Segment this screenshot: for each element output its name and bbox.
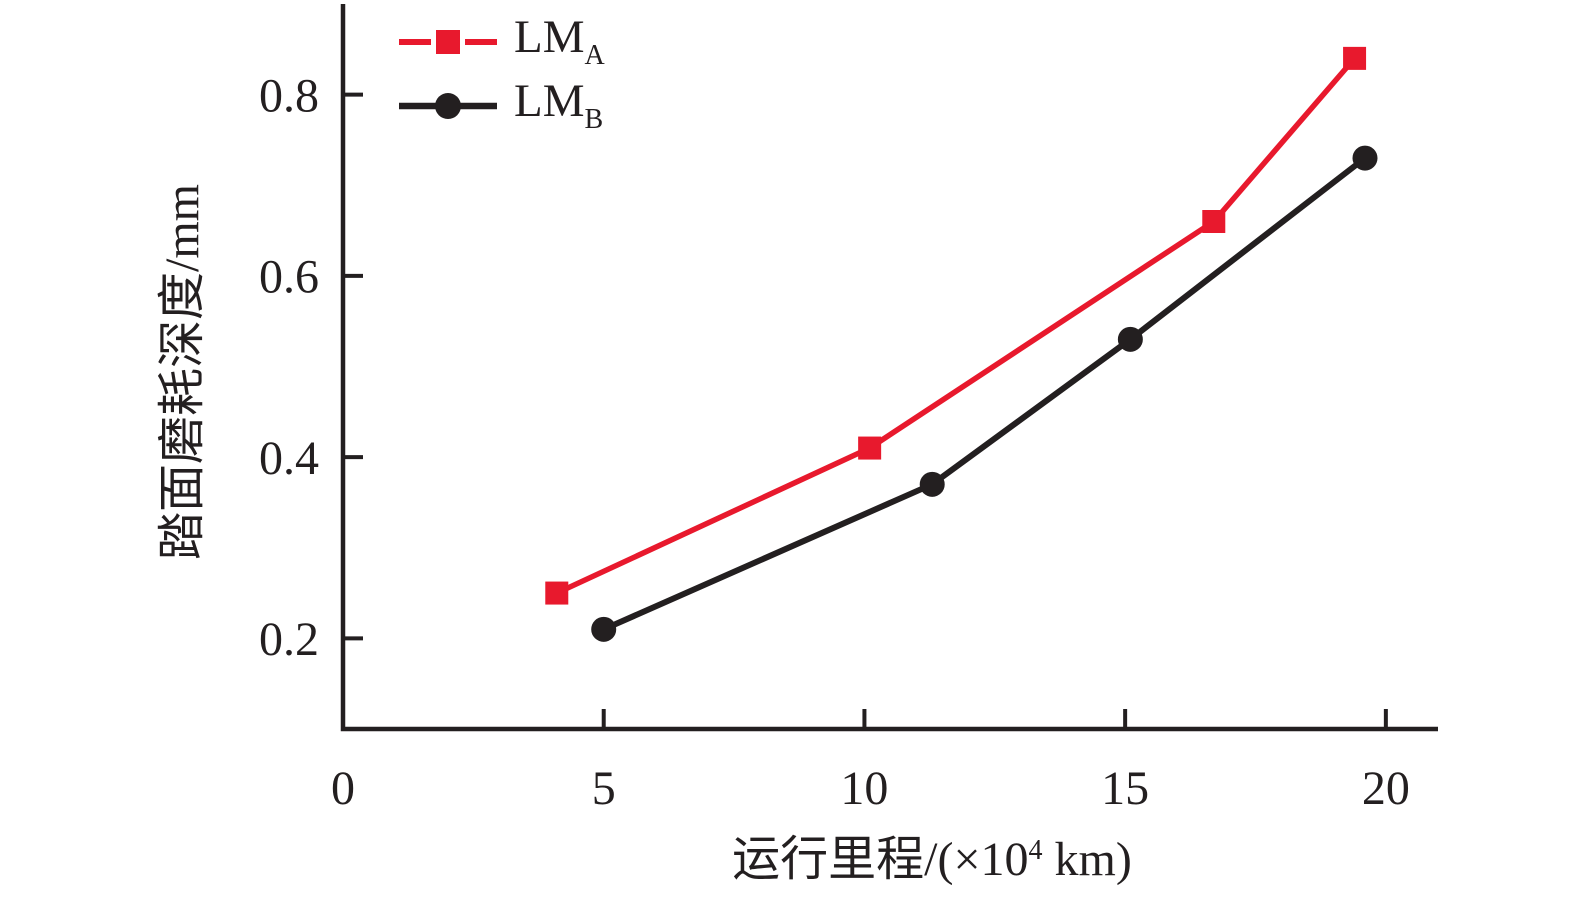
data-point-circle-lmb (919, 471, 945, 497)
x-axis-title: 运行里程/(×104 km) (732, 833, 1132, 886)
legend-item-lmb: LMB (398, 76, 605, 136)
lma-square-marker-icon (399, 30, 497, 54)
y-tick-label: 0.4 (259, 432, 319, 485)
superscript-4: 4 (1028, 835, 1043, 866)
legend-series-name: LM (514, 75, 585, 127)
data-point-square-lma (1343, 46, 1367, 70)
data-point-circle-lmb (1117, 326, 1143, 352)
legend-label-lmb: LMB (514, 78, 603, 134)
y-axis-title: 踏面磨耗深度/mm (156, 183, 209, 561)
data-point-circle-lmb (591, 616, 617, 642)
data-point-square-lma (545, 581, 569, 605)
x-tick-label: 20 (1362, 762, 1410, 815)
x-tick-label: 10 (840, 762, 888, 815)
data-point-square-lma (858, 436, 882, 460)
y-tick-label: 0.6 (259, 251, 319, 304)
legend-series-subscript: B (584, 104, 604, 135)
lmb-circle-marker-icon (399, 93, 497, 119)
x-tick-label: 0 (331, 762, 355, 815)
x-tick-label: 15 (1101, 762, 1149, 815)
axis-lines (340, 4, 1438, 732)
legend-series-subscript: A (584, 40, 605, 71)
series-line-lmb (602, 155, 1367, 633)
data-point-square-lma (1202, 210, 1226, 233)
legend-item-lma: LMA (398, 12, 605, 72)
series-line-lma (555, 56, 1357, 596)
y-tick-label: 0.2 (259, 613, 319, 666)
legend-label-lma: LMA (514, 14, 605, 70)
x-tick-label: 5 (592, 762, 616, 815)
legend-series-name: LM (514, 11, 585, 63)
data-point-circle-lmb (1352, 145, 1378, 171)
y-tick-label: 0.8 (259, 69, 319, 122)
legend: LMA LMB (398, 12, 605, 136)
